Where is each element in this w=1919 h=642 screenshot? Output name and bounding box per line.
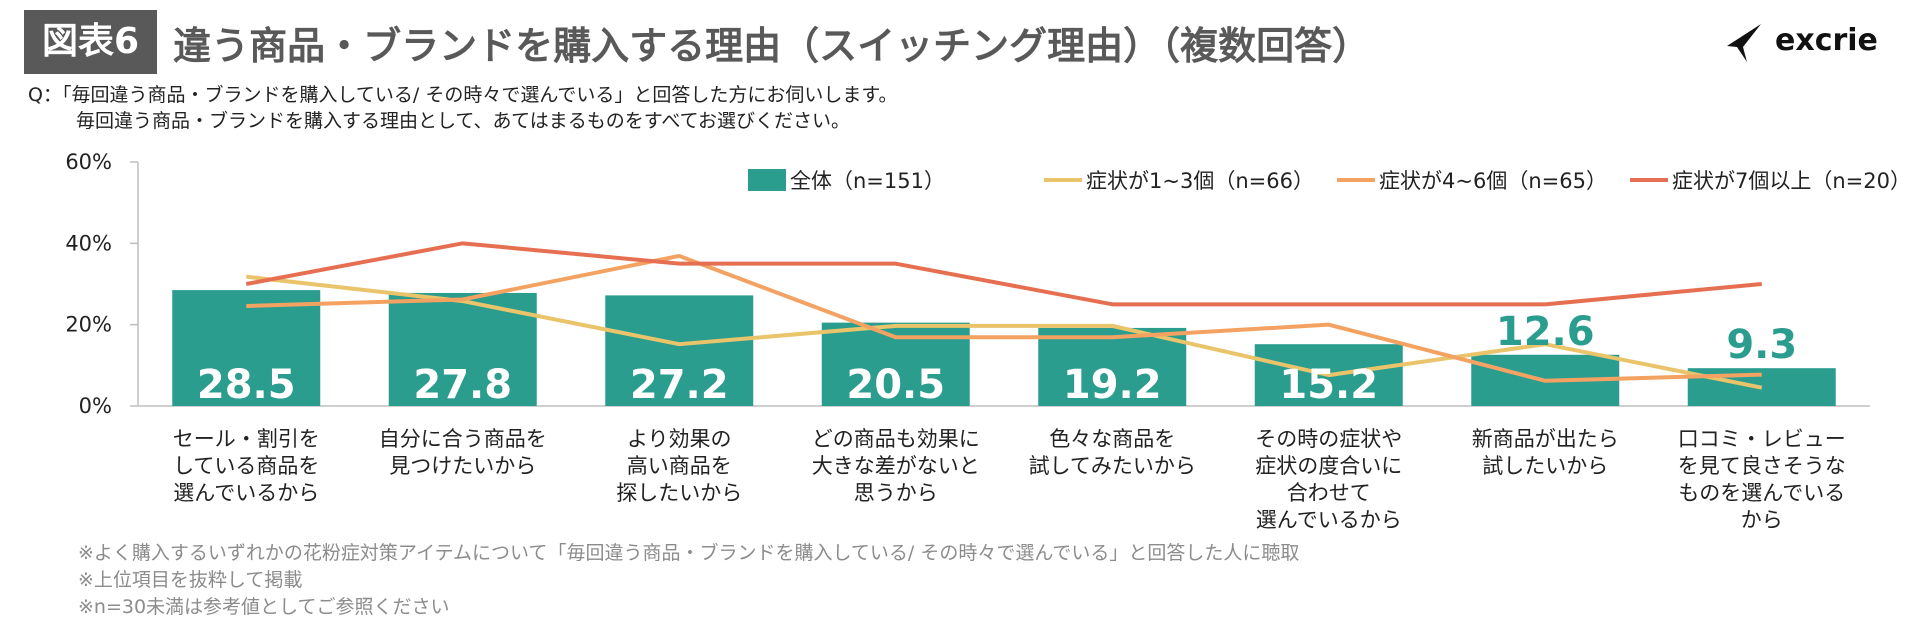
category-label: どの商品も効果に xyxy=(812,427,980,451)
legend-label: 症状が1~3個（n=66） xyxy=(1086,169,1314,193)
category-label: 高い商品を xyxy=(627,454,732,478)
bar-value-label: 12.6 xyxy=(1496,309,1595,355)
y-tick-label: 60% xyxy=(65,150,112,174)
series-line xyxy=(245,241,1762,307)
logo-text: excrie xyxy=(1775,23,1878,58)
bar-value-label: 19.2 xyxy=(1063,362,1162,408)
figure-badge: 図表6 xyxy=(24,10,158,74)
bar-value-label: 15.2 xyxy=(1279,362,1378,408)
category-label: 色々な商品を xyxy=(1049,427,1175,451)
y-tick-label: 0% xyxy=(79,394,112,418)
category-label: その時の症状や xyxy=(1255,427,1402,451)
bar-value-label: 27.2 xyxy=(630,362,729,408)
notes: ※よく購入するいずれかの花粉症対策アイテムについて「毎回違う商品・ブランドを購入… xyxy=(78,540,1299,621)
question-line-1: Q：「毎回違う商品・ブランドを購入している/ その時々で選んでいる」と回答した方… xyxy=(28,84,898,106)
category-label: 試してみたいから xyxy=(1029,454,1196,478)
note-3: ※n=30未満は参考値としてご参照ください xyxy=(78,596,450,618)
category-label: より効果の xyxy=(627,427,732,451)
y-tick-label: 20% xyxy=(65,313,112,337)
category-label: 試したいから xyxy=(1482,454,1608,478)
category-label: 合わせて xyxy=(1287,481,1371,505)
category-label: 症状の度合いに xyxy=(1255,454,1402,478)
category-label: 探したいから xyxy=(616,481,742,505)
bar xyxy=(1038,327,1187,406)
excrie-logo: excrie xyxy=(1727,23,1878,62)
bar xyxy=(605,295,754,406)
category-label: 口コミ・レビュー xyxy=(1678,427,1846,451)
category-label: 自分に合う商品を xyxy=(379,427,547,451)
bar xyxy=(172,290,321,406)
legend-label: 症状が7個以上（n=20） xyxy=(1672,169,1911,193)
category-label: 選んでいるから xyxy=(173,481,319,505)
category-label: している商品を xyxy=(173,454,319,478)
category-label: 見つけたいから xyxy=(389,454,536,478)
legend-swatch xyxy=(748,169,786,191)
category-label: 新商品が出たら xyxy=(1472,427,1619,451)
category-label: 選んでいるから xyxy=(1256,508,1402,532)
bar-value-label: 28.5 xyxy=(197,362,296,408)
category-label: セール・割引を xyxy=(173,427,320,451)
y-tick-label: 40% xyxy=(65,231,112,255)
figure-title: 違う商品・ブランドを購入する理由（スイッチング理由）（複数回答） xyxy=(173,23,1371,68)
category-label: ものを選んでいる xyxy=(1678,481,1845,505)
header: 図表6 違う商品・ブランドを購入する理由（スイッチング理由）（複数回答） xyxy=(24,10,1370,74)
legend-label: 症状が4~6個（n=65） xyxy=(1379,169,1607,193)
question-line-2: 毎回違う商品・ブランドを購入する理由として、あてはまるものをすべてお選びください… xyxy=(76,110,851,132)
bar-value-label: 27.8 xyxy=(413,362,512,408)
question-text: Q：「毎回違う商品・ブランドを購入している/ その時々で選んでいる」と回答した方… xyxy=(28,82,897,134)
note-2: ※上位項目を抜粋して掲載 xyxy=(78,569,303,591)
legend-label: 全体（n=151） xyxy=(790,169,945,193)
category-label: 大きな差がないと xyxy=(812,454,980,478)
bar-value-label: 20.5 xyxy=(846,362,945,408)
note-1: ※よく購入するいずれかの花粉症対策アイテムについて「毎回違う商品・ブランドを購入… xyxy=(78,542,1300,564)
category-label: 思うから xyxy=(854,481,938,505)
series-line xyxy=(246,253,1762,383)
category-label: を見て良さそうな xyxy=(1678,454,1846,478)
logo-mark-icon xyxy=(1727,24,1761,62)
series-line xyxy=(246,274,1763,390)
bar-value-label: 9.3 xyxy=(1726,322,1797,368)
category-label: から xyxy=(1741,508,1783,532)
